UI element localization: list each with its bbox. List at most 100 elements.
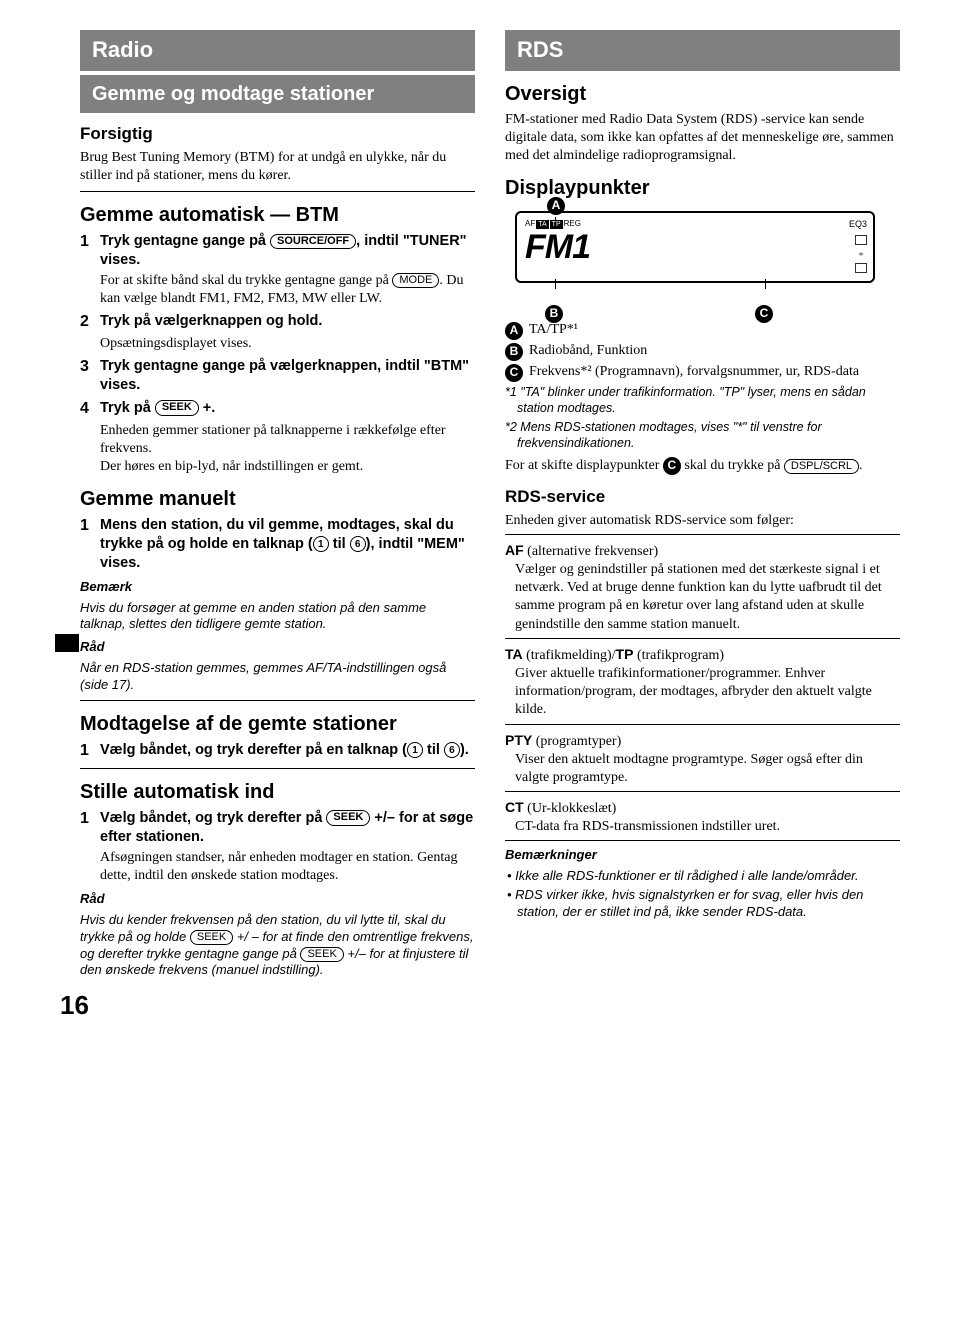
callout-line	[555, 279, 556, 289]
callout-c-inline: C	[663, 457, 681, 475]
step-2-body: Opsætningsdisplayet vises.	[100, 335, 475, 353]
ct-head: CT	[505, 799, 524, 815]
step-1: 1 Tryk gentagne gange på SOURCE/OFF, ind…	[80, 232, 475, 270]
divider	[505, 724, 900, 725]
note-heading-raad2: Råd	[80, 891, 475, 908]
text-oversigt: FM-stationer med Radio Data System (RDS)…	[505, 111, 900, 166]
heading-modtagelse: Modtagelse af de gemte stationer	[80, 711, 475, 737]
note-heading-bemaerk: Bemærk	[80, 579, 475, 596]
step-text: Tryk på SEEK +.	[100, 399, 475, 418]
number-key-6: 6	[350, 536, 366, 552]
ta-sub: (trafikmelding)/	[523, 648, 616, 663]
step-text: Mens den station, du vil gemme, modtages…	[100, 516, 475, 573]
tp-head: TP	[616, 646, 634, 662]
note-heading-raad: Råd	[80, 639, 475, 656]
divider	[505, 638, 900, 639]
legend-a-text: TA/TP*¹	[529, 321, 578, 339]
bemaerkninger-list: Ikke alle RDS-funktioner er til rådighed…	[517, 868, 900, 921]
step-number: 4	[80, 399, 100, 420]
step-number: 1	[80, 516, 100, 537]
button-dspl-scrl: DSPL/SCRL	[784, 459, 859, 474]
mini-icon	[855, 263, 867, 273]
step-text: Vælg båndet, og tryk derefter på SEEK +/…	[100, 809, 475, 847]
step-text: Tryk på vælgerknappen og hold.	[100, 312, 475, 331]
note-body-raad: Når en RDS-station gemmes, gemmes AF/TA-…	[80, 660, 475, 694]
text-skift: For at skifte displaypunkter C skal du t…	[505, 457, 900, 475]
display-diagram: A AF TA TP REG FM1 EQ3 *	[515, 211, 875, 283]
bluetooth-icon: *	[855, 249, 867, 259]
ct-body: CT-data fra RDS-transmissionen indstille…	[515, 818, 900, 836]
step-4: 4 Tryk på SEEK +.	[80, 399, 475, 420]
legend-b: B Radiobånd, Funktion	[505, 342, 900, 361]
heading-rds-service: RDS-service	[505, 486, 900, 508]
step-number: 3	[80, 357, 100, 378]
note-body-raad2: Hvis du kender frekvensen på den station…	[80, 912, 475, 980]
bem-item: RDS virker ikke, hvis signalstyrken er f…	[517, 887, 900, 921]
service-ta: TA (trafikmelding)/TP (trafikprogram) Gi…	[505, 645, 900, 720]
number-key-1: 1	[407, 742, 423, 758]
display-screen: AF TA TP REG FM1 EQ3 *	[515, 211, 875, 283]
footnote-1: *1 "TA" blinker under trafikinformation.…	[517, 384, 900, 417]
page-number: 16	[60, 989, 475, 1023]
mod-step-1: 1 Vælg båndet, og tryk derefter på en ta…	[80, 741, 475, 762]
sti-body: Afsøgningen standser, når enheden modtag…	[100, 849, 475, 885]
number-key-1: 1	[313, 536, 329, 552]
section-header-rds: RDS	[505, 30, 900, 71]
pty-sub: (programtyper)	[532, 734, 621, 749]
subsection-header-gemme: Gemme og modtage stationer	[80, 75, 475, 113]
divider	[80, 768, 475, 769]
text-rds-intro: Enheden giver automatisk RDS-service som…	[505, 512, 900, 530]
callout-b-label: B	[505, 343, 523, 361]
button-seek: SEEK	[300, 947, 343, 962]
bemaerkninger-head: Bemærkninger	[505, 847, 900, 864]
ct-sub: (Ur-klokkeslæt)	[524, 801, 617, 816]
bem-item: Ikke alle RDS-funktioner er til rådighed…	[517, 868, 900, 885]
divider	[80, 191, 475, 192]
heading-stille: Stille automatisk ind	[80, 779, 475, 805]
side-icons: EQ3 *	[849, 219, 867, 273]
af-head: AF	[505, 542, 524, 558]
pty-head: PTY	[505, 732, 532, 748]
legend-c-text: Frekvens*² (Programnavn), forvalgsnummer…	[529, 363, 859, 381]
heading-btm: Gemme automatisk — BTM	[80, 202, 475, 228]
section-header-radio: Radio	[80, 30, 475, 71]
legend-c: C Frekvens*² (Programnavn), forvalgsnumm…	[505, 363, 900, 382]
service-af: AF (alternative frekvenser) Vælger og ge…	[505, 541, 900, 634]
number-key-6: 6	[444, 742, 460, 758]
button-mode: MODE	[392, 273, 439, 288]
step-2: 2 Tryk på vælgerknappen og hold.	[80, 312, 475, 333]
mini-icon	[855, 235, 867, 245]
step-number: 2	[80, 312, 100, 333]
callout-line	[765, 279, 766, 289]
heading-forsigtig: Forsigtig	[80, 123, 475, 145]
divider	[505, 791, 900, 792]
step-number: 1	[80, 232, 100, 253]
button-seek: SEEK	[155, 400, 199, 415]
service-pty: PTY (programtyper) Viser den aktuelt mod…	[505, 731, 900, 788]
note-body-bemaerk: Hvis du forsøger at gemme en anden stati…	[80, 600, 475, 634]
step-1-body: For at skifte bånd skal du trykke gentag…	[100, 272, 475, 308]
man-step-1: 1 Mens den station, du vil gemme, modtag…	[80, 516, 475, 573]
page-columns: Radio Gemme og modtage stationer Forsigt…	[80, 30, 900, 1023]
right-column: RDS Oversigt FM-stationer med Radio Data…	[505, 30, 900, 1023]
callout-c-label: C	[505, 364, 523, 382]
button-source-off: SOURCE/OFF	[270, 234, 356, 249]
pty-body: Viser den aktuelt modtagne programtype. …	[515, 751, 900, 787]
eq-icon: EQ3	[849, 219, 867, 231]
footnote-2: *2 Mens RDS-stationen modtages, vises "*…	[517, 419, 900, 452]
sti-step-1: 1 Vælg båndet, og tryk derefter på SEEK …	[80, 809, 475, 847]
divider	[80, 700, 475, 701]
legend-a: A TA/TP*¹	[505, 321, 900, 340]
display-band: FM1	[525, 230, 865, 264]
heading-oversigt: Oversigt	[505, 81, 900, 107]
service-ct: CT (Ur-klokkeslæt) CT-data fra RDS-trans…	[505, 798, 900, 836]
divider	[505, 534, 900, 535]
left-margin-marker	[55, 634, 79, 652]
callout-a-label: A	[505, 322, 523, 340]
step-text: Tryk gentagne gange på SOURCE/OFF, indti…	[100, 232, 475, 270]
heading-displaypunkter: Displaypunkter	[505, 175, 900, 201]
step-text: Vælg båndet, og tryk derefter på en talk…	[100, 741, 475, 760]
tp-sub: (trafikprogram)	[633, 648, 724, 663]
af-sub: (alternative frekvenser)	[524, 544, 658, 559]
step-number: 1	[80, 809, 100, 830]
